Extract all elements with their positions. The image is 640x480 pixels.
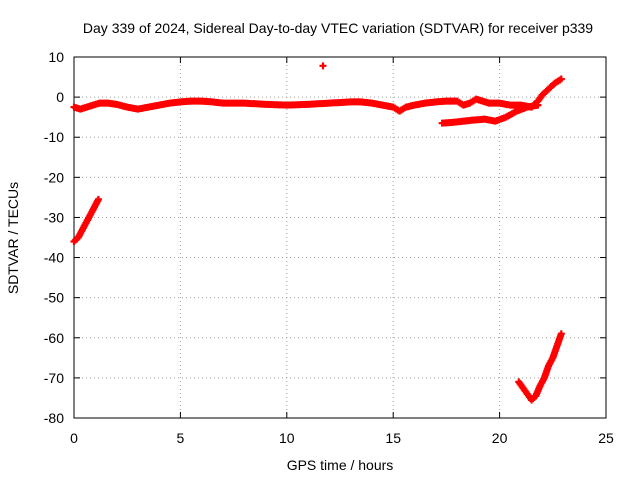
series-late-dip — [515, 330, 565, 404]
y-tick-label: 0 — [56, 89, 64, 105]
data-point — [534, 101, 542, 109]
chart-title: Day 339 of 2024, Sidereal Day-to-day VTE… — [83, 20, 593, 36]
x-tick-label: 20 — [492, 430, 508, 446]
data-point — [319, 62, 327, 70]
y-tick-label: -80 — [44, 410, 64, 426]
data-points — [70, 62, 565, 404]
axis-ticks — [73, 56, 607, 419]
x-axis-label: GPS time / hours — [287, 457, 394, 473]
plot-frame — [73, 56, 607, 419]
x-tick-label: 15 — [385, 430, 401, 446]
y-axis-label: SDTVAR / TECUs — [5, 182, 21, 294]
series-main-track — [70, 75, 565, 115]
y-tick-label: -30 — [44, 209, 64, 225]
x-tick-label: 25 — [598, 430, 614, 446]
y-tick-label: -10 — [44, 129, 64, 145]
x-tick-label: 5 — [177, 430, 185, 446]
data-point — [94, 195, 102, 203]
y-tick-label: -20 — [44, 169, 64, 185]
x-tick-labels: 0 5 10 15 20 25 — [70, 430, 614, 446]
y-tick-label: -50 — [44, 290, 64, 306]
y-tick-label: -70 — [44, 370, 64, 386]
series-early-drop — [70, 195, 102, 246]
series-lower-track — [438, 101, 542, 127]
y-tick-labels: 10 0 -10 -20 -30 -40 -50 -60 -70 -80 — [44, 49, 64, 426]
x-tick-label: 0 — [70, 430, 78, 446]
series-outlier — [319, 62, 327, 70]
data-point — [557, 330, 565, 338]
y-tick-label: 10 — [48, 49, 64, 65]
data-point — [557, 75, 565, 83]
x-tick-label: 10 — [279, 430, 295, 446]
y-tick-label: -60 — [44, 330, 64, 346]
y-tick-label: -40 — [44, 250, 64, 266]
